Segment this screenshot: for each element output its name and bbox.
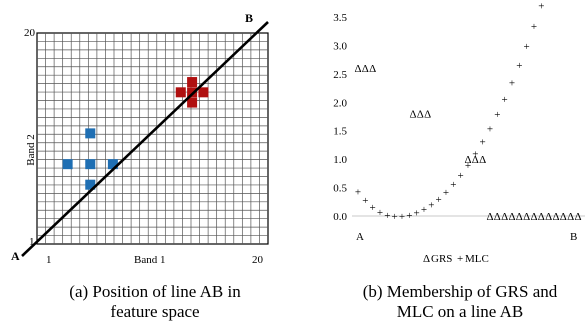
mlc-point: +	[436, 194, 442, 206]
grs-point: Δ	[464, 154, 471, 166]
y-tick-1: 1	[29, 236, 35, 248]
grs-point: Δ	[552, 211, 559, 223]
y-tick-20: 20	[24, 27, 36, 39]
grs-point: Δ	[479, 154, 486, 166]
feature-space-grid	[37, 33, 268, 244]
grs-point: Δ	[472, 154, 479, 166]
x-endpoint-a: A	[356, 231, 364, 243]
grs-point: Δ	[494, 211, 501, 223]
caption-a-line2: feature space	[110, 302, 200, 321]
caption-b-line2: MLC on a line AB	[396, 302, 524, 321]
mlc-point: +	[531, 21, 537, 33]
x-tick-1: 1	[46, 254, 52, 266]
mlc-point: +	[538, 1, 544, 13]
point-b-label: B	[245, 11, 253, 25]
grs-point: Δ	[362, 63, 369, 75]
line-ab	[21, 21, 269, 257]
grs-point: Δ	[369, 63, 376, 75]
mlc-point: +	[414, 208, 420, 220]
blue-class-cell	[85, 128, 96, 139]
mlc-point: +	[480, 137, 486, 149]
feature-space-panel: 20 1 1 20 Band 1 Band 2 A B	[11, 11, 269, 266]
mlc-point: +	[465, 160, 471, 172]
membership-panel: 0.00.51.01.52.02.53.03.5 Δ Δ ΔΔ Δ ΔΔ Δ ΔΔ Δ Δ Δ Δ Δ…	[333, 1, 585, 265]
x-tick-20: 20	[252, 254, 264, 266]
mlc-point: +	[406, 210, 412, 222]
mlc-series: +++ + + + + + + + + +++++++++++++++	[355, 1, 545, 223]
grs-point: Δ	[545, 211, 552, 223]
membership-y-tick-label: 3.5	[333, 12, 347, 24]
mlc-point: +	[362, 195, 368, 207]
grs-point: Δ	[508, 211, 515, 223]
mlc-point: +	[516, 60, 522, 72]
grs-point: Δ	[501, 211, 508, 223]
mlc-point: +	[370, 202, 376, 214]
legend-mlc-marker: +	[457, 253, 463, 265]
red-class-cell	[187, 87, 198, 98]
point-a-label: A	[11, 249, 20, 263]
caption-b: (b) Membership of GRS and MLC on a line …	[315, 282, 585, 322]
blue-class-cell	[62, 159, 73, 170]
membership-y-tick-label: 2.5	[333, 69, 347, 81]
caption-a: (a) Position of line AB in feature space	[35, 282, 275, 322]
blue-class-cell	[107, 159, 118, 170]
membership-y-tick-label: 1.0	[333, 154, 347, 166]
grs-point: Δ	[417, 109, 424, 121]
mlc-point: +	[450, 179, 456, 191]
red-class-cell	[187, 77, 198, 88]
x-axis-label: Band 1	[134, 254, 165, 266]
membership-y-tick-label: 1.5	[333, 126, 347, 138]
mlc-point: +	[494, 109, 500, 121]
mlc-point: +	[487, 123, 493, 135]
grs-point: Δ	[424, 109, 431, 121]
mlc-point: +	[458, 170, 464, 182]
mlc-point: +	[421, 204, 427, 216]
mlc-point: +	[399, 211, 405, 223]
grs-point: Δ	[567, 211, 574, 223]
red-class-cell	[187, 97, 198, 108]
blue-class-cell	[85, 179, 96, 190]
caption-b-line1: (b) Membership of GRS and	[362, 282, 558, 301]
grs-point: Δ	[530, 211, 537, 223]
legend-mlc-label: MLC	[465, 253, 489, 265]
grs-point: Δ	[516, 211, 523, 223]
feature-space-frame	[36, 32, 269, 245]
grs-point: Δ	[409, 109, 416, 121]
y-axis-label: Band 2	[25, 134, 37, 165]
grs-point: Δ	[523, 211, 530, 223]
mlc-point: +	[509, 77, 515, 89]
grs-point: Δ	[486, 211, 493, 223]
grs-point: Δ	[574, 211, 581, 223]
mlc-point: +	[384, 210, 390, 222]
membership-y-tick-label: 3.0	[333, 40, 347, 52]
red-class-cell	[175, 87, 186, 98]
mlc-point: +	[502, 94, 508, 106]
x-endpoint-b: B	[570, 231, 577, 243]
grs-point: Δ	[560, 211, 567, 223]
mlc-point: +	[377, 207, 383, 219]
mlc-point: +	[392, 211, 398, 223]
legend-grs-label: GRS	[431, 253, 452, 265]
grs-series: Δ Δ ΔΔ Δ ΔΔ Δ ΔΔ Δ Δ Δ Δ Δ Δ Δ Δ Δ Δ Δ Δ	[354, 63, 581, 223]
membership-y-tick-label: 2.0	[333, 97, 347, 109]
blue-class-cell	[85, 159, 96, 170]
caption-a-line1: (a) Position of line AB in	[69, 282, 241, 301]
mlc-point: +	[524, 41, 530, 53]
legend-grs-marker: Δ	[423, 253, 430, 265]
membership-y-ticks: 0.0 0.5 1.0 1.5 2.0 2.5 3.0 3.5	[333, 12, 347, 223]
membership-y-tick-label: 0.5	[333, 183, 347, 195]
mlc-point: +	[428, 200, 434, 212]
grs-point: Δ	[354, 63, 361, 75]
mlc-point: +	[443, 187, 449, 199]
class-cells	[62, 77, 209, 190]
mlc-point: +	[355, 187, 361, 199]
membership-y-tick-label: 0.0	[333, 211, 347, 223]
legend: Δ GRS + MLC	[423, 253, 489, 265]
red-class-cell	[198, 87, 209, 98]
grs-point: Δ	[538, 211, 545, 223]
mlc-point: +	[472, 148, 478, 160]
